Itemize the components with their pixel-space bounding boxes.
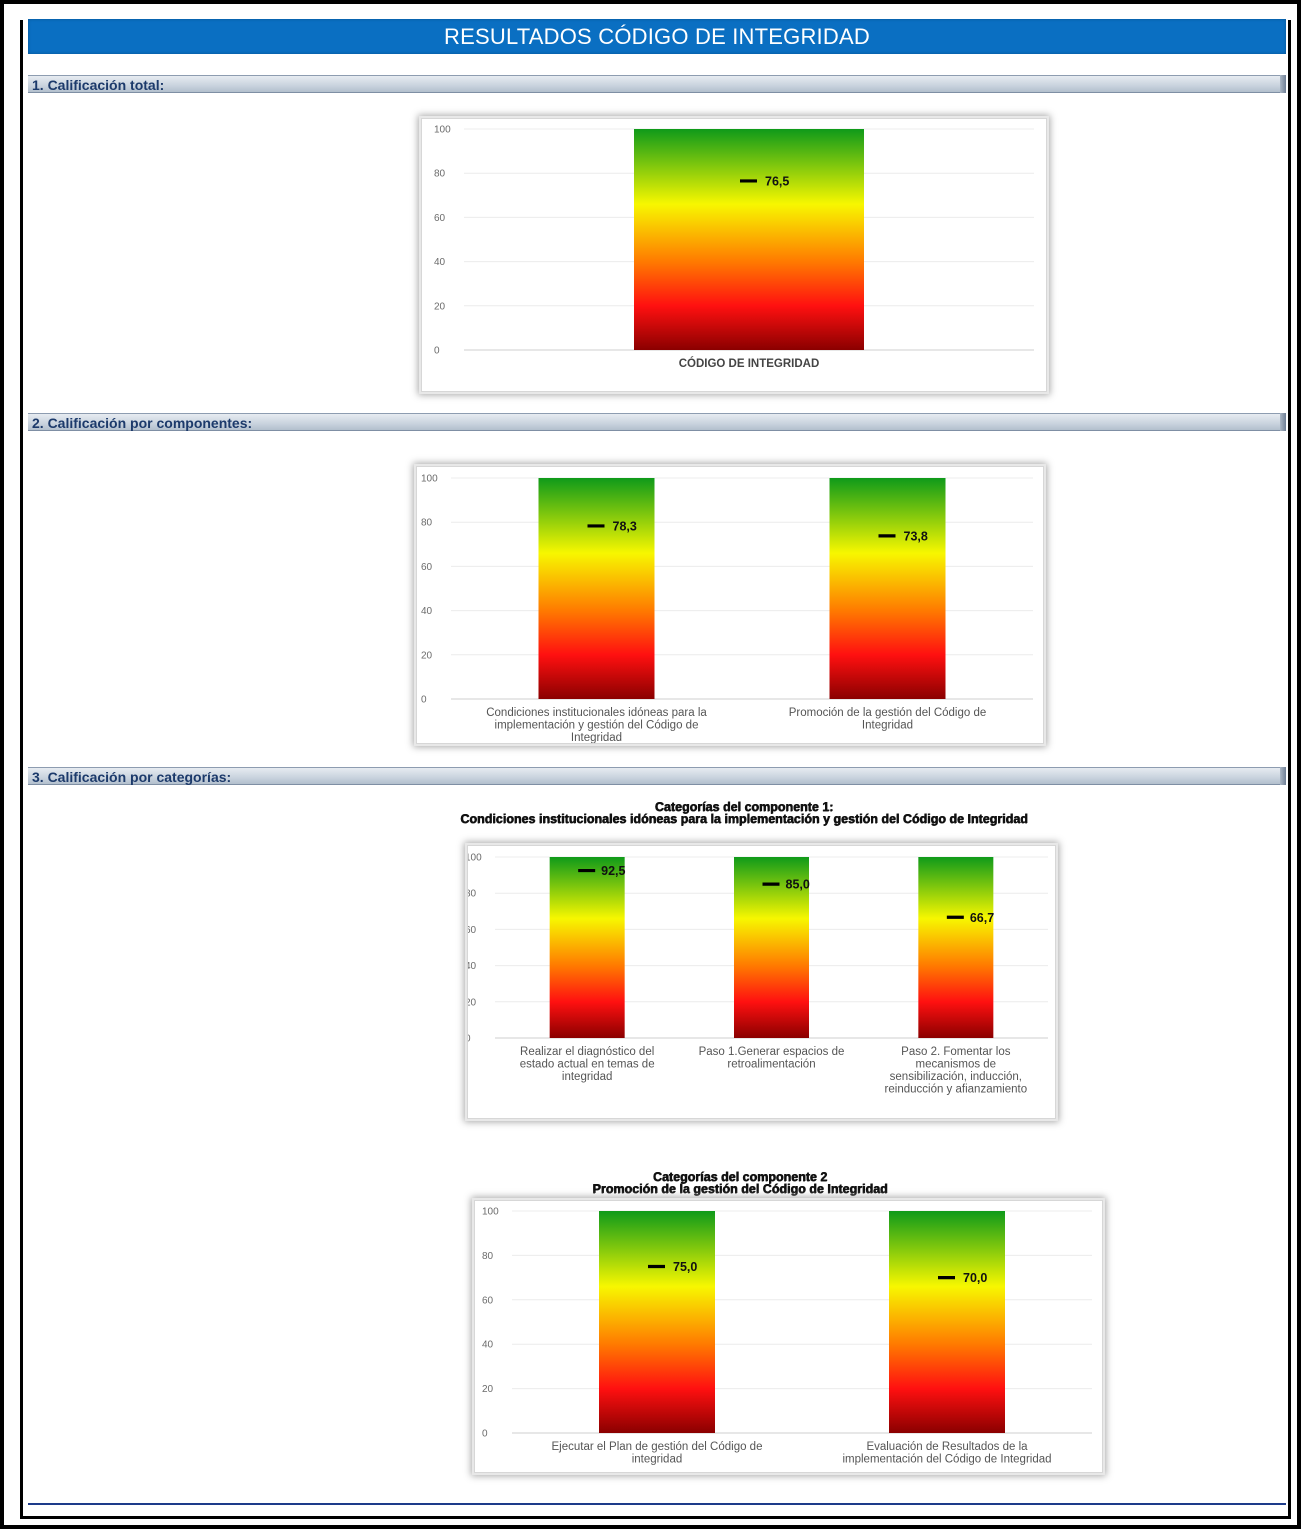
data-label: 73,8: [904, 529, 928, 543]
y-tick-label: 100: [482, 1207, 499, 1218]
y-tick-label: 0: [482, 1429, 488, 1440]
chart-cat2-subtitle: Promoción de la gestión del Código de In…: [592, 1182, 888, 1196]
chart-total: 0 20 40 60 80 100 76,5 CÓDIGO DE INTEGRIDAD: [421, 118, 1047, 392]
data-label: 78,3: [613, 519, 637, 533]
y-tick-label: 20: [482, 1384, 494, 1395]
data-label: 85,0: [786, 878, 810, 892]
chart-components-svg: 0 20 40 60 80 100 78,3 Condiciones instituciona…: [421, 474, 1033, 743]
category-label: Realizar el diagnóstico del estado actual…: [520, 1046, 655, 1083]
y-tick-label: 60: [421, 562, 433, 573]
section-header-total: 1. Calificación total:: [28, 75, 1286, 93]
bar: [918, 857, 994, 1038]
data-label: 76,5: [765, 174, 789, 188]
category-label: Ejecutar el Plan de gestión del Código d…: [552, 1441, 763, 1466]
data-label: 66,7: [970, 911, 994, 925]
chart-cat1-subtitle: Condiciones institucionales idóneas para…: [460, 812, 1028, 826]
y-tick-label: 100: [468, 853, 482, 864]
y-tick-label: 20: [421, 650, 433, 661]
data-label: 92,5: [601, 864, 625, 878]
category-label: CÓDIGO DE INTEGRIDAD: [679, 357, 820, 370]
y-tick-label: 0: [421, 695, 427, 706]
chart-cat2-svg: 0 20 40 60 80 100 75,0 Ejecutar el Plan de gest…: [482, 1207, 1092, 1466]
category-label: Paso 1.Generar espacios de retroalimentac…: [699, 1046, 845, 1071]
category-label: Condiciones institucionales idóneas para…: [486, 707, 707, 743]
y-tick-label: 60: [434, 213, 446, 224]
category-label: Paso 2. Fomentar los mecanismos de sensibi…: [885, 1046, 1028, 1096]
page-title: RESULTADOS CÓDIGO DE INTEGRIDAD: [28, 19, 1286, 54]
data-label: 70,0: [963, 1271, 987, 1285]
y-tick-label: 60: [468, 925, 477, 936]
chart-total-svg: 0 20 40 60 80 100 76,5 CÓDIGO DE INTEGRIDAD: [434, 125, 1034, 370]
section-header-categories: 3. Calificación por categorías:: [28, 767, 1286, 785]
bar: [599, 1211, 715, 1433]
y-tick-label: 80: [421, 518, 433, 529]
chart-cat2-heading: Categorías del componente 2 Promoción de…: [540, 1170, 940, 1196]
y-tick-label: 40: [434, 257, 446, 268]
bar: [538, 478, 655, 699]
data-label: 75,0: [673, 1260, 697, 1274]
y-tick-label: 40: [421, 606, 433, 617]
y-tick-label: 0: [434, 346, 440, 357]
y-tick-label: 80: [482, 1251, 494, 1262]
y-tick-label: 80: [468, 889, 477, 900]
bar: [889, 1211, 1005, 1433]
y-tick-label: 100: [434, 125, 451, 136]
inner-frame: [20, 20, 1291, 1519]
category-label: Promoción de la gestión del Código de Int…: [789, 707, 987, 732]
chart-categories-1: 0 20 40 60 80 100 92,5 Realizar el diagnóstico …: [467, 845, 1056, 1119]
chart-cat1-heading: Categorías del componente 1: Condiciones…: [404, 800, 1084, 826]
y-tick-label: 40: [482, 1340, 494, 1351]
y-tick-label: 20: [468, 997, 477, 1008]
category-label: Evaluación de Resultados de la implementa…: [842, 1441, 1051, 1466]
y-tick-label: 60: [482, 1295, 494, 1306]
chart-cat2-title: Categorías del componente 2: [652, 1170, 828, 1184]
bar: [829, 478, 946, 699]
y-tick-label: 80: [434, 169, 446, 180]
bar: [734, 857, 809, 1038]
bar: [549, 857, 625, 1038]
y-tick-label: 100: [421, 474, 438, 485]
y-tick-label: 40: [468, 961, 477, 972]
chart-cat1-title: Categorías del componente 1:: [654, 800, 834, 814]
chart-categories-2: 0 20 40 60 80 100 75,0 Ejecutar el Plan de gest…: [474, 1200, 1103, 1473]
chart-cat1-svg: 0 20 40 60 80 100 92,5 Realizar el diagnóstico …: [468, 853, 1048, 1096]
bottom-rule: [28, 1503, 1286, 1505]
chart-components: 0 20 40 60 80 100 78,3 Condiciones instituciona…: [416, 466, 1044, 744]
bar: [634, 129, 864, 350]
y-tick-label: 0: [468, 1034, 471, 1045]
section-header-components: 2. Calificación por componentes:: [28, 413, 1286, 431]
y-tick-label: 20: [434, 301, 446, 312]
